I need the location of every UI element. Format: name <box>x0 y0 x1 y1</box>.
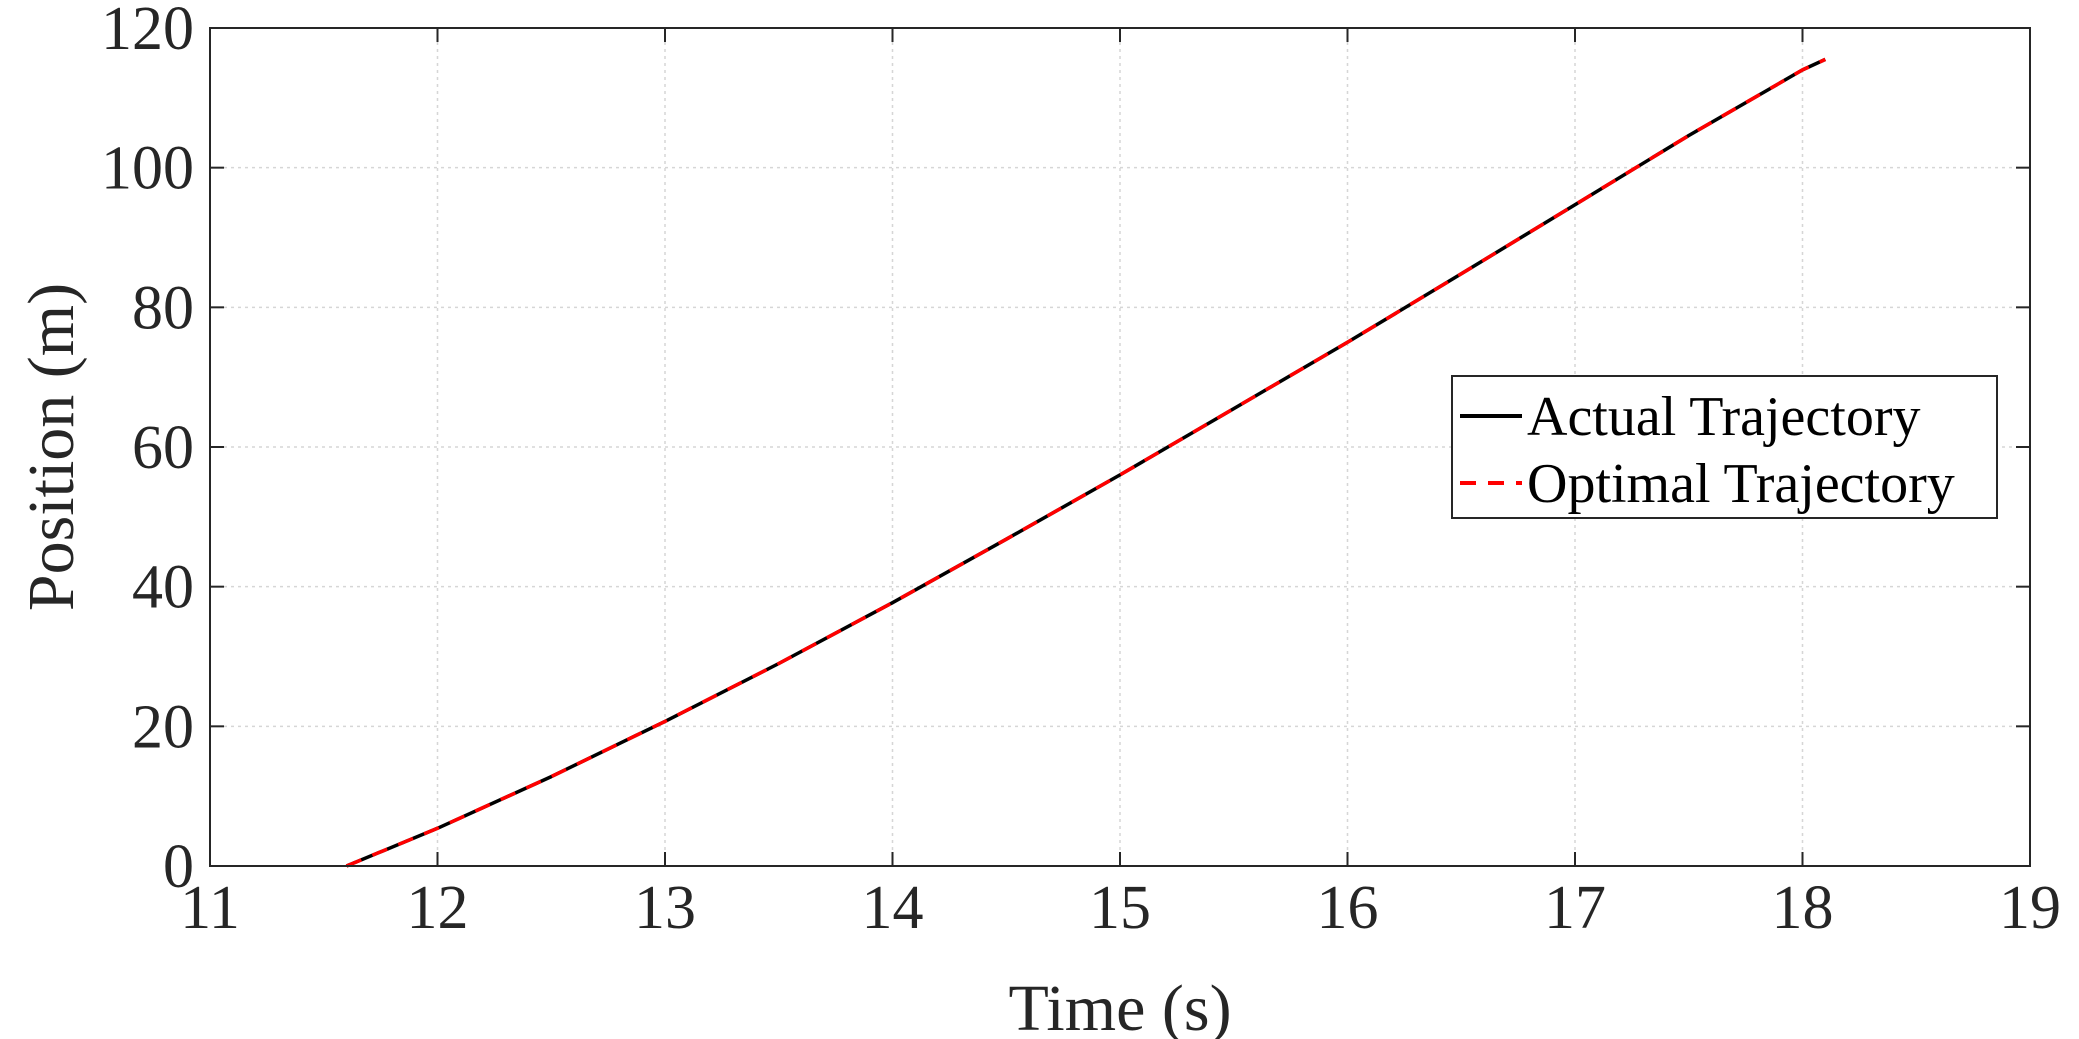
x-tick-label: 17 <box>1544 874 1606 942</box>
y-tick-label: 120 <box>101 0 194 63</box>
y-tick-label: 100 <box>101 135 194 203</box>
x-tick-label: 16 <box>1317 874 1379 942</box>
x-tick-label: 15 <box>1089 874 1151 942</box>
legend-label-actual: Actual Trajectory <box>1527 386 1920 448</box>
y-tick-label: 60 <box>132 414 194 482</box>
x-tick-label: 19 <box>1999 874 2061 942</box>
x-tick-label: 13 <box>634 874 696 942</box>
axis-ticks <box>209 27 2031 867</box>
series-line-optimal <box>345 57 1827 868</box>
legend: Actual Trajectory Optimal Trajectory <box>1451 375 1998 519</box>
y-tick-label: 40 <box>132 554 194 622</box>
x-axis-title: Time (s) <box>1008 972 1231 1039</box>
legend-label-optimal: Optimal Trajectory <box>1527 453 1955 515</box>
x-tick-label: 11 <box>180 874 240 942</box>
legend-box <box>1451 375 1998 519</box>
x-tick-label: 12 <box>407 874 469 942</box>
y-tick-label: 80 <box>132 274 194 342</box>
series-lines <box>345 57 1827 868</box>
x-tick-label: 14 <box>862 874 924 942</box>
x-tick-label: 18 <box>1772 874 1834 942</box>
x-tick-labels: 11 12 13 14 15 16 17 18 19 <box>180 874 2061 942</box>
y-tick-label: 0 <box>163 833 194 901</box>
y-tick-labels: 0 20 40 60 80 100 120 <box>101 0 194 901</box>
y-axis-title: Position (m) <box>15 283 88 611</box>
y-tick-label: 20 <box>132 693 194 761</box>
